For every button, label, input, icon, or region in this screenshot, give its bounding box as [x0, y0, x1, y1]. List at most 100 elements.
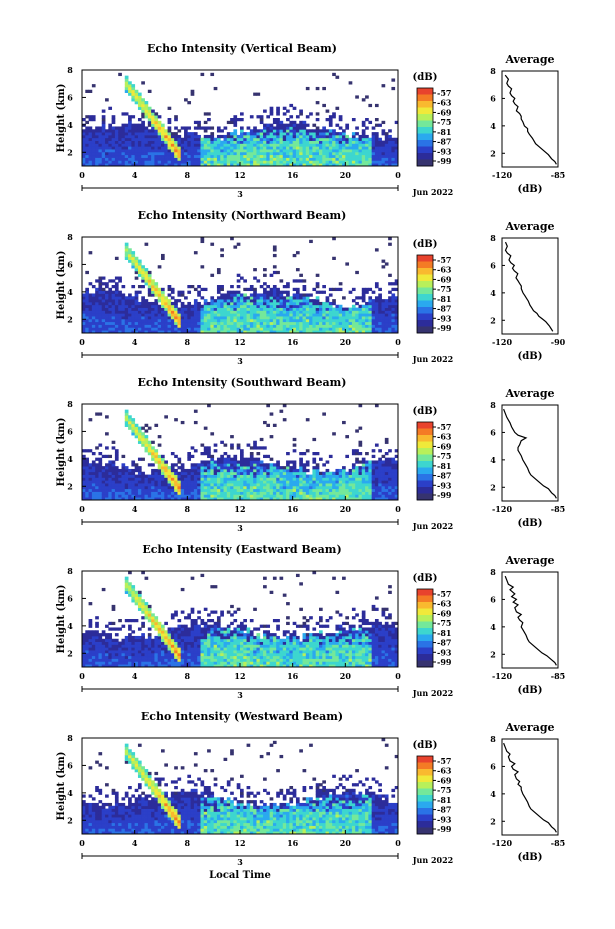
heatmap-cell	[147, 146, 152, 150]
heatmap-cell	[128, 84, 132, 88]
heatmap-cell	[111, 318, 116, 323]
heatmap-cell	[328, 318, 333, 323]
heatmap-cell	[223, 134, 228, 139]
heatmap-cell	[378, 477, 382, 481]
heatmap-cell	[282, 494, 287, 498]
heatmap-cell	[259, 301, 264, 306]
heatmap-cell	[85, 497, 89, 501]
heatmap-cell	[157, 290, 162, 294]
heatmap-cell	[335, 106, 340, 110]
heatmap-cell	[256, 468, 261, 473]
heatmap-cell	[108, 151, 113, 156]
heatmap-cell	[85, 633, 89, 637]
heatmap-cell	[388, 474, 392, 478]
heatmap-cell	[88, 494, 93, 498]
heatmap-cell	[144, 134, 149, 139]
heatmap-cell	[394, 146, 399, 150]
heatmap-cell	[230, 140, 234, 144]
heatmap-cell	[157, 134, 162, 139]
heatmap-cell	[286, 321, 290, 325]
heatmap-cell	[200, 471, 205, 475]
heatmap-cell	[361, 132, 366, 136]
heatmap-cell	[210, 242, 215, 246]
heatmap-cell	[332, 324, 336, 328]
heatmap-cell	[286, 137, 290, 141]
heatmap-cell	[276, 301, 280, 306]
heatmap-cell	[312, 471, 317, 475]
heatmap-cell	[147, 310, 152, 314]
colorbar-band	[417, 133, 433, 141]
heatmap-cell	[269, 491, 274, 495]
heatmap-cell	[141, 109, 145, 113]
heatmap-cell	[312, 474, 317, 478]
heatmap-cell	[328, 316, 333, 320]
heatmap-cell	[121, 488, 126, 492]
heatmap-cell	[295, 316, 300, 320]
heatmap-cell	[137, 262, 142, 266]
heatmap-cell	[154, 137, 159, 141]
heatmap-cell	[315, 126, 320, 130]
heatmap-cell	[114, 149, 119, 153]
colorbar-tick-label: -81	[437, 294, 451, 304]
heatmap-cell	[85, 163, 89, 167]
heatmap-cell	[259, 471, 264, 475]
heatmap-cell	[197, 321, 201, 325]
heatmap-cell	[85, 143, 89, 147]
heatmap-cell	[111, 474, 116, 478]
heatmap-cell	[338, 154, 343, 158]
heatmap-cell	[134, 497, 139, 501]
heatmap-cell	[358, 313, 363, 317]
heatmap-cell	[361, 468, 366, 473]
heatmap-cell	[85, 460, 89, 464]
heatmap-cell	[256, 154, 261, 158]
heatmap-cell	[98, 468, 103, 473]
heatmap-cell	[351, 287, 356, 292]
heatmap-cell	[134, 644, 139, 648]
heatmap-cell	[282, 143, 287, 147]
heatmap-cell	[174, 480, 178, 484]
heatmap-cell	[312, 452, 317, 456]
heatmap-cell	[328, 146, 333, 150]
heatmap-cell	[282, 313, 287, 317]
heatmap-cell	[111, 650, 116, 654]
heatmap-cell	[319, 132, 323, 136]
heatmap-cell	[210, 304, 215, 308]
heatmap-cell	[111, 140, 116, 144]
heatmap-cell	[200, 313, 205, 317]
heatmap-cell	[332, 313, 336, 317]
heatmap-cell	[151, 644, 155, 648]
heatmap-cell	[91, 635, 96, 640]
heatmap-cell	[240, 149, 244, 153]
heatmap-cell	[177, 157, 182, 161]
heatmap-cell	[381, 146, 386, 150]
heatmap-cell	[342, 129, 346, 133]
heatmap-cell	[259, 446, 264, 450]
heatmap-cell	[190, 463, 195, 467]
heatmap-cell	[259, 143, 264, 147]
heatmap-cell	[157, 140, 162, 144]
echo-heatmap	[82, 72, 399, 167]
heatmap-cell	[345, 491, 350, 495]
heatmap-cell	[299, 330, 303, 334]
heatmap-cell	[391, 321, 396, 325]
heatmap-cell	[144, 304, 149, 308]
heatmap-cell	[147, 446, 152, 450]
heatmap-cell	[141, 652, 145, 657]
heatmap-cell	[118, 647, 122, 651]
heatmap-cell	[131, 151, 136, 156]
heatmap-cell	[164, 304, 168, 308]
heatmap-cell	[137, 435, 142, 439]
heatmap-cell	[243, 483, 247, 487]
heatmap-cell	[134, 299, 139, 303]
heatmap-cell	[272, 293, 277, 297]
heatmap-cell	[154, 129, 159, 133]
heatmap-cell	[286, 307, 290, 311]
heatmap-cell	[230, 474, 234, 478]
colorbar-band	[417, 159, 433, 167]
heatmap-cell	[256, 140, 261, 144]
heatmap-cell	[276, 477, 280, 481]
heatmap-cell	[111, 485, 116, 490]
heatmap-cell	[180, 149, 185, 153]
heatmap-cell	[124, 412, 129, 416]
heatmap-cell	[91, 132, 96, 136]
